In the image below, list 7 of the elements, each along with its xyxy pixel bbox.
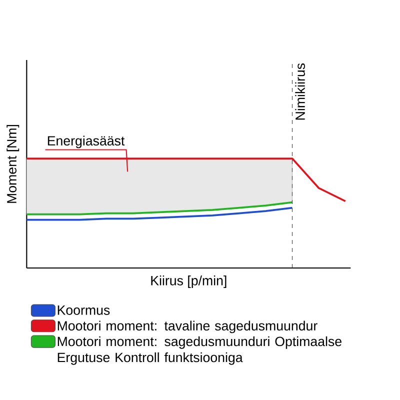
x-axis-title: Kiirus [p/min] — [151, 276, 226, 288]
legend-label: Mootori moment: tavaline sagedusmuundur — [58, 320, 318, 334]
text: Nimikiirus — [295, 63, 305, 120]
legend-label: Koormus — [58, 306, 110, 315]
text: Energiasääst — [48, 136, 125, 148]
legend-label: Mootori moment: sagedusmuunduri Optimaalse Ergutuse Kontroll funktsiooniga — [58, 336, 342, 365]
y-axis-title: Moment [Nm] — [6, 124, 20, 203]
